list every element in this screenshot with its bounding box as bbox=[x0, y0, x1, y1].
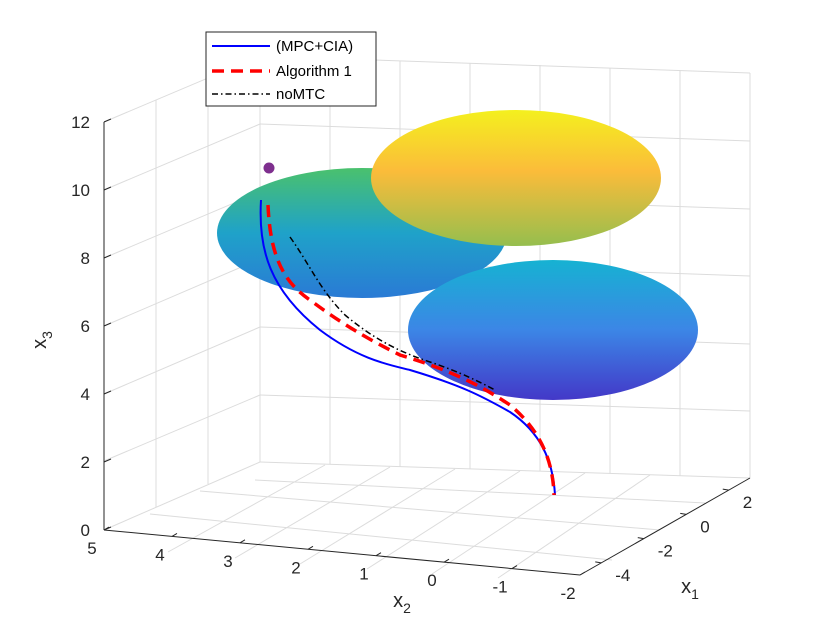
x3-axis-label: x3 bbox=[29, 331, 55, 349]
x2-tick-label: 0 bbox=[427, 571, 436, 590]
x3-tick-mark bbox=[103, 254, 112, 259]
x1-tick-labels: 2 0 -2 -4 bbox=[595, 488, 752, 585]
x2-axis-label-sub: 2 bbox=[403, 600, 411, 616]
x1-tick-label: -4 bbox=[615, 566, 630, 585]
x3-tick-label: 4 bbox=[81, 385, 90, 404]
x2-tick-mark bbox=[511, 565, 518, 570]
x1-tick-mark bbox=[680, 512, 687, 515]
x3-axis-label-sub: 3 bbox=[39, 331, 55, 339]
legend-label-algorithm-1: Algorithm 1 bbox=[276, 63, 352, 80]
x2-axis-label-base: x bbox=[393, 590, 403, 612]
legend-box bbox=[205, 31, 377, 107]
x1-tick-label: 0 bbox=[700, 517, 709, 536]
x1-tick-mark bbox=[595, 561, 602, 564]
x3-tick-label: 0 bbox=[81, 521, 90, 540]
obstacles bbox=[217, 110, 698, 400]
x2-tick-label: 5 bbox=[87, 539, 96, 558]
x3-tick-label: 12 bbox=[71, 113, 90, 132]
x3-tick-label: 10 bbox=[71, 181, 90, 200]
x2-tick-mark bbox=[239, 539, 246, 544]
x1-axis-label: x1 bbox=[681, 576, 699, 602]
x2-tick-label: -1 bbox=[492, 578, 507, 597]
x1-axis-label-sub: 1 bbox=[691, 586, 699, 602]
x1-axis-label-base: x bbox=[681, 576, 691, 598]
x2-tick-mark bbox=[579, 571, 586, 576]
series-line-algorithm-1 bbox=[266, 204, 556, 496]
x3-tick-mark bbox=[103, 458, 112, 463]
x3-tick-mark bbox=[103, 322, 112, 327]
x1-axis-line bbox=[579, 477, 751, 576]
sphere-bottom-right bbox=[408, 260, 698, 400]
legend: (MPC+CIA) Algorithm 1 noMTC bbox=[205, 31, 377, 107]
x2-tick-label: 4 bbox=[155, 545, 164, 564]
x3-axis-label-base: x bbox=[29, 339, 51, 349]
x1-tick-label: -2 bbox=[658, 542, 673, 561]
x2-tick-mark bbox=[171, 532, 178, 537]
x2-tick-label: 1 bbox=[359, 565, 368, 584]
target-point bbox=[263, 162, 275, 174]
x2-tick-label: 2 bbox=[291, 558, 300, 577]
x3-tick-mark bbox=[103, 118, 112, 123]
legend-label-mpc-cia: (MPC+CIA) bbox=[276, 38, 353, 55]
x2-tick-mark bbox=[443, 558, 450, 563]
x3-tick-label: 2 bbox=[81, 453, 90, 472]
x2-tick-labels: 5 4 3 2 1 0 -1 -2 bbox=[87, 526, 586, 603]
x3-tick-label: 8 bbox=[81, 249, 90, 268]
x2-tick-label: 3 bbox=[223, 552, 232, 571]
x2-tick-mark bbox=[375, 552, 382, 557]
x3-tick-mark bbox=[103, 186, 112, 191]
x1-tick-mark bbox=[637, 537, 644, 540]
x2-tick-mark bbox=[103, 526, 110, 531]
x2-tick-mark bbox=[307, 545, 314, 550]
x2-axis-line bbox=[103, 529, 581, 576]
x3-tick-label: 6 bbox=[81, 317, 90, 336]
x2-axis-label: x2 bbox=[393, 590, 411, 616]
legend-label-nomtc: noMTC bbox=[276, 86, 325, 103]
x3-tick-labels: 0 2 4 6 8 10 12 bbox=[71, 113, 112, 540]
series-line-mpc-cia bbox=[259, 199, 556, 496]
x2-tick-label: -2 bbox=[560, 584, 575, 603]
series-line-nomtc bbox=[289, 236, 496, 391]
trajectories bbox=[259, 199, 556, 496]
sphere-top-right bbox=[371, 110, 661, 246]
x1-tick-mark bbox=[722, 488, 729, 491]
x1-tick-label: 2 bbox=[743, 493, 752, 512]
x3-tick-mark bbox=[103, 390, 112, 395]
